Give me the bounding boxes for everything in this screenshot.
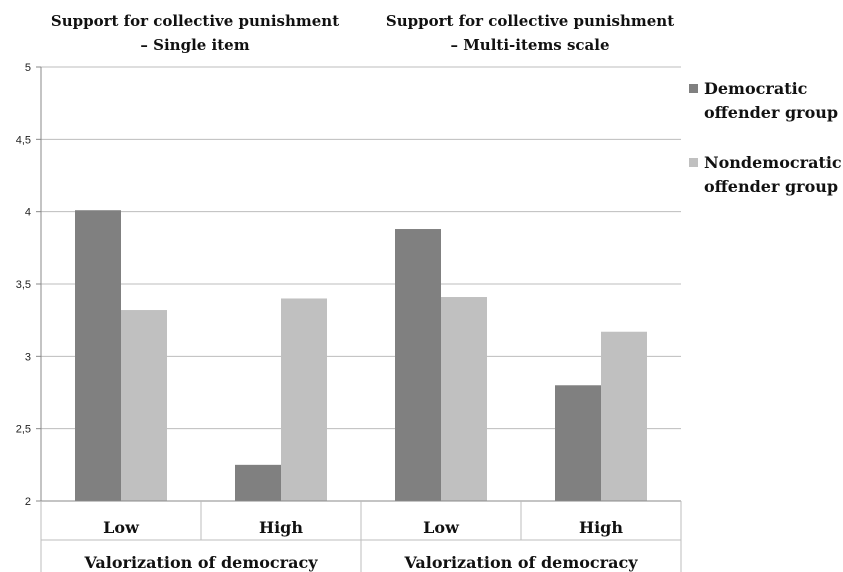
bar-nondemocratic-3 <box>601 331 647 501</box>
bars <box>75 210 647 501</box>
legend-label: Democratic <box>704 79 808 98</box>
legend: Democratic offender group Nondemocratic off… <box>689 79 842 196</box>
group-label: Valorization of democracy <box>403 553 638 572</box>
x-tick-label: Low <box>103 518 140 537</box>
legend-label: offender group <box>704 177 838 196</box>
legend-swatch <box>689 84 698 93</box>
y-tick-label: 2 <box>25 496 31 508</box>
panel-titles: Support for collective punishment – Sing… <box>51 12 674 54</box>
panel-title-2-line-1: Support for collective punishment <box>386 12 674 30</box>
bar-democratic-1 <box>235 464 281 501</box>
bar-nondemocratic-2 <box>441 297 487 501</box>
bar-nondemocratic-1 <box>281 298 327 501</box>
panel-title-2-line-2: – Multi-items scale <box>450 36 609 54</box>
x-tick-label: High <box>259 518 303 537</box>
bar-democratic-0 <box>75 210 121 501</box>
y-tick-label: 2,5 <box>16 424 31 436</box>
bar-democratic-2 <box>395 229 441 501</box>
legend-label: Nondemocratic <box>704 153 842 172</box>
x-tick-label: High <box>579 518 623 537</box>
group-label: Valorization of democracy <box>83 553 318 572</box>
y-tick-label: 4 <box>25 207 31 219</box>
legend-swatch <box>689 158 698 167</box>
y-tick-label: 4,5 <box>16 134 31 146</box>
bar-nondemocratic-0 <box>121 310 167 501</box>
y-tick-label: 3,5 <box>16 279 31 291</box>
panel-title-1-line-2: – Single item <box>140 36 249 54</box>
x-tick-label: Low <box>423 518 460 537</box>
bar-democratic-3 <box>555 385 601 501</box>
y-tick-label: 5 <box>25 62 31 74</box>
y-tick-label: 3 <box>25 351 31 363</box>
axes: 2 2,5 3 3,5 4 4,5 5 Low High Low High Valorization … <box>16 62 682 572</box>
legend-label: offender group <box>704 103 838 122</box>
panel-title-1-line-1: Support for collective punishment <box>51 12 339 30</box>
